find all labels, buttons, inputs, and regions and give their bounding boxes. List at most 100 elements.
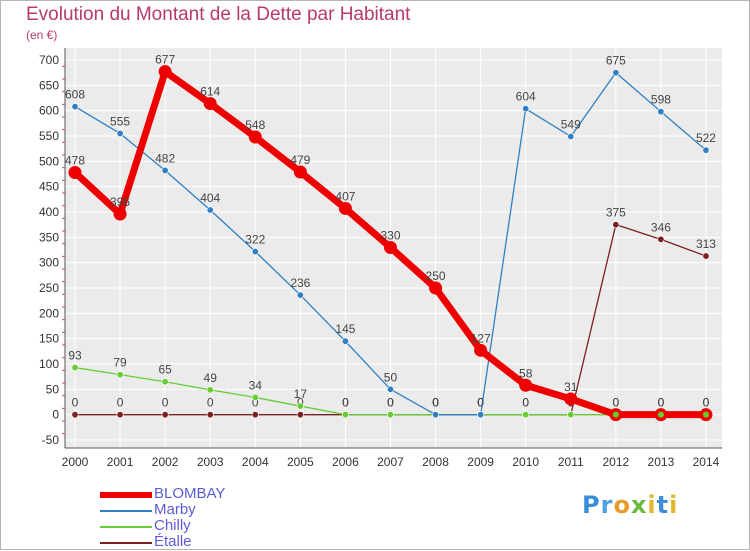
x-tick-label: 2014 — [693, 455, 720, 469]
data-label-marby: 549 — [561, 118, 581, 132]
data-point-marby — [341, 337, 349, 345]
data-label-etalle: 0 — [342, 396, 349, 410]
data-label-marby: 322 — [245, 233, 265, 247]
y-tick-label: 600 — [39, 104, 59, 118]
data-label-chilly: 0 — [658, 396, 665, 410]
data-label-marby: 482 — [155, 151, 175, 165]
x-tick-label: 2011 — [558, 455, 584, 469]
data-point-chilly — [296, 402, 304, 410]
data-label-blombay: 0 — [612, 396, 619, 410]
data-point-blombay — [248, 130, 262, 144]
y-tick-label: 250 — [39, 281, 59, 295]
data-label-chilly: 17 — [294, 387, 308, 401]
data-point-overlap-blombay — [702, 411, 709, 418]
legend-label-etalle: Étalle — [154, 533, 192, 550]
data-point-marby — [477, 411, 485, 419]
data-label-marby: 145 — [335, 322, 355, 336]
legend-label-chilly: Chilly — [154, 517, 191, 534]
data-label-blombay: 478 — [65, 153, 85, 167]
data-point-etalle — [161, 411, 169, 419]
data-label-marby: 0 — [477, 396, 484, 410]
data-label-chilly: 93 — [68, 349, 82, 363]
data-point-overlap-blombay — [657, 411, 664, 418]
data-label-blombay: 677 — [155, 53, 175, 67]
data-point-marby — [116, 129, 124, 137]
data-label-marby: 598 — [651, 93, 671, 107]
x-tick-label: 2005 — [287, 455, 314, 469]
legend-swatch-blombay — [100, 492, 152, 498]
proxiti-logo: Proxiti — [582, 491, 679, 519]
data-point-blombay — [564, 392, 578, 406]
y-tick-label: 50 — [46, 382, 60, 396]
data-point-etalle — [206, 411, 214, 419]
y-tick-label: -50 — [42, 433, 60, 447]
data-label-blombay: 0 — [703, 396, 710, 410]
x-tick-label: 2008 — [422, 455, 449, 469]
data-point-etalle — [116, 411, 124, 419]
data-point-chilly — [161, 378, 169, 386]
data-label-chilly: 0 — [612, 396, 619, 410]
data-label-chilly: 65 — [158, 363, 172, 377]
data-label-blombay: 479 — [290, 153, 310, 167]
data-label-etalle: 313 — [696, 237, 716, 251]
data-label-blombay: 31 — [564, 380, 578, 394]
data-point-blombay — [519, 378, 533, 392]
data-point-chilly — [71, 364, 79, 372]
y-tick-label: 150 — [39, 332, 59, 346]
data-label-blombay: 250 — [426, 269, 446, 283]
data-point-chilly — [386, 411, 394, 419]
data-label-marby: 0 — [432, 396, 439, 410]
legend-label-marby: Marby — [154, 501, 196, 518]
data-point-etalle — [251, 411, 259, 419]
data-point-chilly — [567, 411, 575, 419]
data-point-marby — [386, 385, 394, 393]
x-tick-label: 2002 — [152, 455, 179, 469]
legend-swatch-chilly — [100, 526, 152, 528]
y-tick-label: 100 — [39, 357, 59, 371]
data-point-marby — [612, 69, 620, 77]
data-point-chilly — [116, 371, 124, 379]
legend-label-blombay: BLOMBAY — [154, 485, 226, 502]
data-label-chilly: 0 — [522, 396, 529, 410]
data-label-etalle: 375 — [606, 206, 626, 220]
data-point-blombay — [338, 201, 352, 215]
data-point-marby — [657, 108, 665, 116]
data-point-marby — [522, 105, 530, 113]
data-point-marby — [251, 248, 259, 256]
data-label-marby: 604 — [516, 90, 536, 104]
data-point-chilly — [251, 393, 259, 401]
data-label-chilly: 0 — [387, 396, 394, 410]
data-point-chilly — [522, 411, 530, 419]
data-label-etalle: 0 — [252, 396, 259, 410]
data-point-marby — [161, 166, 169, 174]
data-point-chilly — [341, 411, 349, 419]
y-tick-label: 650 — [39, 78, 59, 92]
x-tick-label: 2007 — [377, 455, 404, 469]
data-label-etalle: 0 — [72, 396, 79, 410]
data-label-blombay: 0 — [658, 396, 665, 410]
data-label-blombay: 58 — [519, 366, 533, 380]
data-label-etalle: 0 — [162, 396, 169, 410]
data-point-marby — [432, 411, 440, 419]
x-tick-label: 2009 — [467, 455, 494, 469]
data-label-blombay: 330 — [380, 228, 400, 242]
y-tick-label: 450 — [39, 180, 59, 194]
data-point-overlap-blombay — [612, 411, 619, 418]
chart-title: Evolution du Montant de la Dette par Hab… — [26, 4, 411, 25]
data-label-etalle: 0 — [117, 396, 124, 410]
data-point-etalle — [612, 221, 620, 229]
data-label-etalle: 0 — [432, 396, 439, 410]
data-point-chilly — [206, 386, 214, 394]
data-point-blombay — [158, 65, 172, 79]
data-point-blombay — [113, 207, 127, 221]
data-point-marby — [702, 146, 710, 154]
data-point-marby — [71, 103, 79, 111]
data-label-chilly: 49 — [204, 371, 218, 385]
data-label-marby: 555 — [110, 114, 130, 128]
x-tick-label: 2003 — [197, 455, 224, 469]
data-label-etalle: 346 — [651, 220, 671, 234]
data-label-blombay: 614 — [200, 85, 220, 99]
data-label-marby: 522 — [696, 131, 716, 145]
data-label-etalle: 0 — [387, 396, 394, 410]
